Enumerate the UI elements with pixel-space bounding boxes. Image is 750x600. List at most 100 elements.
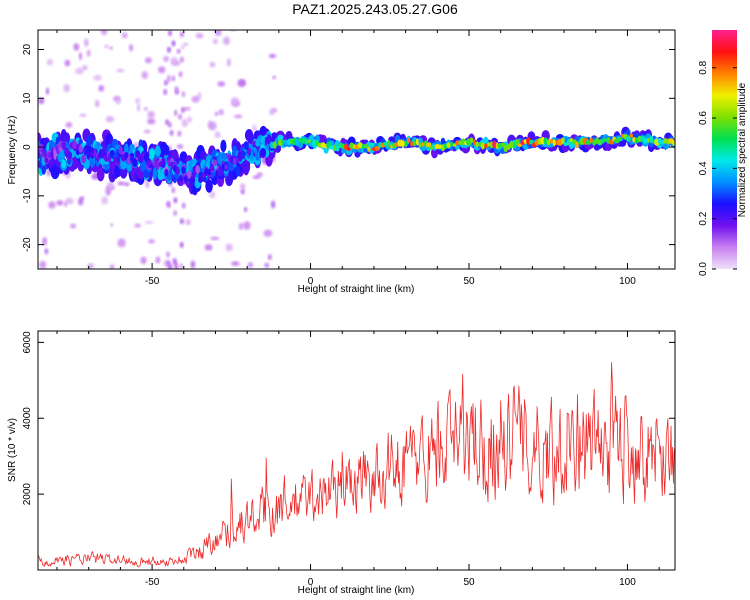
spectrogram-noise-blob	[45, 87, 50, 95]
snr-x-label: Height of straight line (km)	[298, 585, 415, 596]
spectrogram-noise-blob	[180, 45, 185, 50]
spectrogram-ridge-blob	[575, 141, 579, 148]
spectrogram-ridge-blob	[500, 142, 506, 147]
spectrogram-ridge-blob	[260, 148, 266, 155]
spectrogram-ridge-blob	[450, 141, 454, 147]
spectrogram-ridge-blob	[567, 139, 570, 146]
spectrogram-ridge-blob	[162, 157, 165, 165]
spectrogram-ridge-blob	[571, 139, 577, 145]
spectrogram-noise-blob	[109, 264, 115, 269]
spectrogram-noise-blob	[179, 263, 183, 269]
spectrogram-noise-blob	[237, 79, 246, 88]
spectrogram-ridge-blob	[287, 138, 291, 145]
spectrogram-ridge-blob	[304, 138, 308, 145]
spectrogram-ridge-blob	[469, 137, 474, 144]
spectrogram-ridge-blob	[93, 148, 97, 157]
spectrogram-noise-blob	[145, 180, 150, 189]
spectrogram-ridge-blob	[487, 142, 491, 147]
spectrogram-noise-blob	[65, 122, 73, 128]
colorbar: 0.0 0.2 0.4 0.6 0.8 Normalized spectral ampl…	[698, 30, 748, 276]
spectrogram-noise-blob	[42, 237, 47, 246]
spectrogram-y-label: Frequency (Hz)	[7, 116, 18, 185]
spectrogram-ridge-blob	[96, 166, 105, 182]
spectrogram-ridge-blob	[220, 139, 227, 153]
spectrogram-ridge-blob	[250, 150, 254, 159]
spectrogram-noise-blob	[143, 129, 151, 134]
spectrogram-noise-blob	[82, 65, 88, 71]
spectrogram-ridge-blob	[410, 140, 414, 147]
spectrogram-noise-blob	[64, 59, 71, 67]
spectrogram-noise-blob	[181, 118, 188, 128]
spectrogram-ridge-blob	[512, 141, 516, 149]
spectrogram-noise-blob	[187, 116, 192, 123]
spectrogram-noise-blob	[212, 38, 218, 45]
spectrogram-ridge-blob	[284, 139, 289, 146]
spectrogram-ridge-blob	[126, 162, 133, 172]
spectrogram-noise-blob	[167, 74, 171, 83]
spectrogram-noise-blob	[147, 118, 156, 125]
spectrogram-noise-blob	[39, 260, 47, 269]
spectrogram-noise-blob	[272, 75, 277, 80]
y-tick-label: 6000	[22, 331, 33, 354]
spectrogram-noise-blob	[263, 229, 273, 237]
spectrogram-ridge-blob	[672, 140, 675, 146]
spectrogram-ridge-blob	[383, 141, 389, 147]
spectrogram-ridge-blob	[492, 140, 497, 148]
spectrogram-frame	[37, 29, 676, 270]
spectrogram-noise-blob	[165, 119, 170, 126]
spectrogram-noise-blob	[121, 32, 128, 39]
spectrogram-ridge-blob	[224, 164, 228, 170]
snr-x-ticks: -50 0 50 100	[56, 331, 660, 588]
x-tick-label: 0	[308, 577, 314, 588]
spectrogram-ridge-blob	[626, 135, 631, 142]
spectrogram-noise-blob	[155, 256, 161, 264]
spectrogram-noise-blob	[226, 58, 231, 67]
spectrogram-noise-blob	[190, 260, 196, 269]
spectrogram-ridge-blob	[341, 148, 346, 154]
spectrogram-ridge-blob	[267, 135, 271, 145]
spectrogram-ridge-blob	[53, 150, 57, 160]
spectrogram-noise-blob	[172, 258, 177, 264]
spectrogram-noise-blob	[179, 56, 184, 63]
spectrogram-ridge-blob	[255, 138, 260, 147]
x-tick-label: 50	[463, 276, 475, 287]
spectrogram-x-ticks: -50 0 50 100	[56, 30, 660, 287]
spectrogram-ridge-blob	[563, 142, 568, 147]
spectrogram-noise-blob	[98, 85, 105, 92]
spectrogram-noise-blob	[177, 130, 182, 137]
spectrogram-noise-blob	[173, 197, 178, 204]
spectrogram-noise-blob	[204, 244, 213, 251]
spectrogram-ridge-blob	[484, 143, 488, 149]
spectrogram-ridge-blob	[608, 139, 614, 145]
spectrogram-ridge-blob	[81, 155, 87, 164]
spectrogram-ridge-blob	[333, 144, 337, 151]
spectrogram-ridge-blob	[649, 135, 654, 144]
spectrogram-ridge-blob	[120, 160, 127, 170]
spectrogram-ridge-blob	[90, 156, 95, 168]
spectrogram-noise-blob	[247, 262, 254, 268]
spectrogram-ridge-blob	[401, 140, 405, 148]
spectrogram-noise-blob	[234, 114, 243, 119]
spectrogram-ridge-blob	[155, 145, 161, 157]
spectrogram-noise-blob	[148, 239, 155, 244]
spectrogram-ridge-blob	[321, 142, 326, 149]
spectrogram-noise-blob	[163, 79, 168, 86]
spectrogram-noise-blob	[73, 43, 80, 51]
spectrogram-noise-blob	[65, 197, 74, 205]
spectrogram-noise-blob	[48, 201, 56, 209]
spectrogram-ridge-blob	[412, 140, 417, 147]
spectrogram-noise-blob	[171, 40, 176, 47]
spectrogram-noise-blob	[195, 32, 204, 39]
spectrogram-noise-blob	[230, 97, 239, 105]
spectrogram-ridge-blob	[418, 142, 423, 148]
spectrogram-ridge-blob	[86, 134, 93, 147]
spectrogram-ridge-blob	[643, 138, 648, 144]
spectrogram-ridge-blob	[241, 150, 246, 158]
spectrogram-noise-blob	[176, 49, 181, 54]
spectrogram-noise-blob	[100, 30, 108, 36]
spectrogram-ridge-blob	[480, 142, 485, 150]
spectrogram-ridge-blob	[175, 166, 180, 175]
spectrogram-noise-blob	[105, 116, 115, 123]
spectrogram-ridge-blob	[149, 149, 155, 161]
spectrogram-ridge-blob	[552, 139, 556, 147]
